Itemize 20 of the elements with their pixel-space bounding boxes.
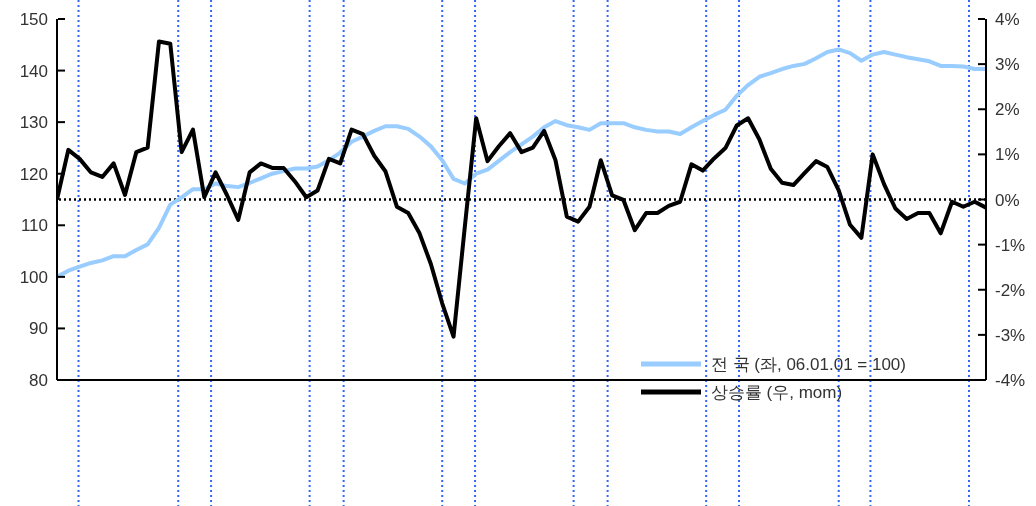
legend-label: 상승률 (우, mom) — [710, 381, 843, 404]
y2-tick-label: 1% — [995, 145, 1020, 165]
y-tick-label: 140 — [19, 61, 48, 81]
y2-tick-label: 3% — [995, 55, 1020, 75]
y2-tick-label: 4% — [995, 10, 1020, 30]
y2-tick-label: -4% — [995, 371, 1026, 391]
y2-tick-label: 2% — [995, 100, 1020, 120]
y-tick-label: 120 — [19, 164, 48, 184]
y2-tick-label: 0% — [995, 190, 1020, 210]
y2-tick-label: -1% — [995, 235, 1026, 255]
y-tick-label: 80 — [29, 371, 48, 391]
y-tick-label: 100 — [19, 267, 48, 287]
y2-tick-label: -3% — [995, 325, 1026, 345]
y-tick-label: 110 — [20, 216, 48, 236]
y-tick-label: 130 — [19, 113, 48, 133]
y-tick-label: 150 — [19, 10, 48, 30]
y2-tick-label: -2% — [995, 280, 1026, 300]
legend-label: 전 국 (좌, 06.01.01 = 100) — [710, 353, 906, 376]
y-tick-label: 90 — [29, 319, 48, 339]
line-series — [57, 47, 986, 279]
